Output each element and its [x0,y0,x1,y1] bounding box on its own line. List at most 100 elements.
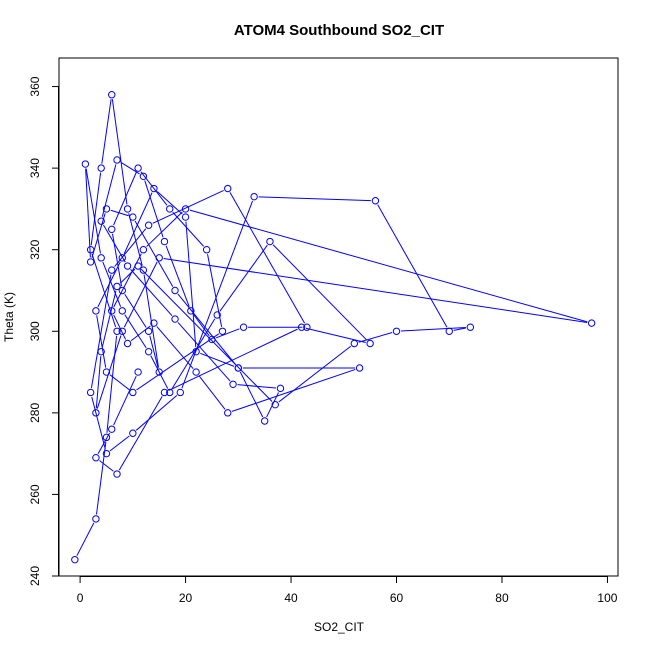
data-point [150,319,158,327]
data-point [97,347,105,356]
data-point [155,368,163,376]
series-segment [124,314,147,349]
series-segment [85,168,91,258]
data-point [366,339,374,348]
series-segment [258,196,371,202]
y-tick-label: 360 [28,76,42,96]
series-segment [156,326,194,369]
data-point [108,91,116,99]
data-point [303,323,311,331]
data-point [144,347,153,356]
data-point [81,160,90,168]
data-point [271,400,279,409]
x-tick-label: 100 [597,591,617,605]
data-point [97,164,105,172]
series-segment [358,332,393,343]
series-segment [90,172,102,246]
data-point [134,164,142,172]
series-segment [85,168,101,254]
series-segment [113,375,137,426]
x-axis-label: SO2_CIT [314,620,365,634]
series-segment [96,335,122,409]
data-point [139,246,148,254]
data-point [92,409,100,417]
series-segment [215,328,240,339]
series-segment [400,326,466,332]
series-segment [272,244,368,341]
data-point [229,380,237,388]
series-segment [177,293,236,365]
data-point [224,184,232,193]
series-segment [278,345,352,403]
data-point [123,205,132,213]
series-segment [156,191,183,215]
series-segment [140,268,273,402]
data-point [213,311,221,319]
chart-title: ATOM4 Southbound SO2_CIT [234,22,444,39]
series-segment [231,368,356,412]
data-point [139,172,148,180]
data-point [144,327,153,335]
data-point [139,266,148,274]
data-point [187,307,195,315]
series-segment [101,164,117,217]
data-point [97,254,105,262]
series-segment [124,293,147,328]
series-segment [130,269,173,317]
data-point [113,470,121,478]
data-point [355,364,364,372]
data-point [202,246,211,254]
series-segment [95,441,107,515]
series-segment [305,327,366,343]
series-segment [189,209,588,323]
data-point [160,237,169,246]
series-segment [109,374,130,391]
x-tick-label: 80 [495,591,509,605]
series-segment [453,327,467,331]
data-point [371,197,380,205]
series-segment [91,396,106,450]
series-segment [377,204,448,328]
series-segment [219,244,268,312]
series-segment [229,192,306,324]
data-point [102,449,111,458]
data-point [108,266,116,274]
series-segment [140,171,168,206]
data-point [587,319,596,327]
series-segment [96,315,107,368]
data-point [224,409,232,417]
data-point [92,454,100,462]
series-segment [106,335,118,433]
series-segment [144,180,164,238]
data-point [108,307,116,315]
data-point [166,205,174,213]
data-point [466,323,475,331]
series-segment [181,200,254,389]
series-segment [95,356,102,409]
series-segment [200,352,235,367]
series-segment [118,396,163,471]
data-point [123,262,132,270]
y-tick-label: 320 [28,239,42,259]
series-segment [102,261,122,307]
series-segment [150,355,169,389]
series-segment [101,99,112,164]
data-point [118,286,126,295]
series-segment [163,258,588,323]
series-segment [135,395,178,431]
y-tick-label: 340 [28,158,42,178]
series-segment [120,161,140,175]
y-tick-label: 300 [28,321,42,341]
data-point [160,388,169,397]
data-point [445,327,453,335]
data-point [113,282,121,291]
series-segment [165,245,190,307]
series-segment [123,192,153,254]
series-segment [91,253,117,328]
data-point [97,217,105,225]
y-tick-label: 260 [28,484,42,504]
data-point [86,258,95,266]
data-series [71,91,596,564]
data-point [118,307,126,315]
data-point [239,323,248,331]
